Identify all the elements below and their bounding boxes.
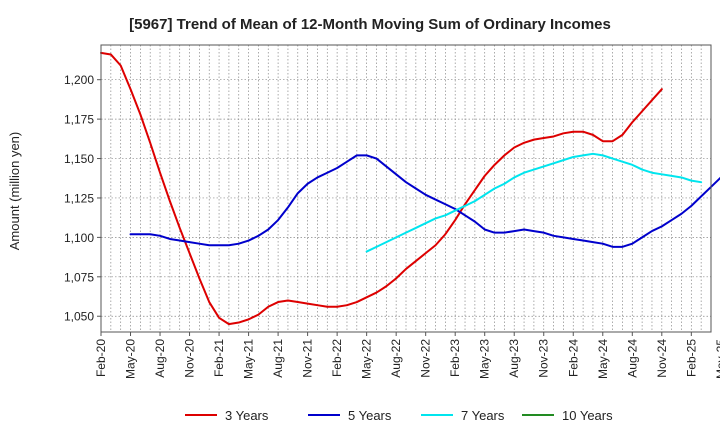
x-tick-label: May-22 xyxy=(360,339,374,379)
x-tick-label: Nov-21 xyxy=(301,339,315,378)
series-line-7-years xyxy=(365,152,703,253)
y-tick-label: 1,050 xyxy=(64,310,94,324)
x-tick-label: Aug-21 xyxy=(271,339,285,378)
legend-label-3-years: 3 Years xyxy=(225,408,269,423)
x-tick-label: May-21 xyxy=(242,339,256,379)
x-tick-label: Feb-25 xyxy=(684,339,698,377)
x-tick-label: Aug-20 xyxy=(153,339,167,378)
y-axis-ticks: 1,050 1,075 1,100 1,125 1,150 1,175 1,200 xyxy=(64,73,101,324)
legend-label-5-years: 5 Years xyxy=(348,408,392,423)
chart-title: [5967] Trend of Mean of 12-Month Moving … xyxy=(129,16,611,33)
series-line-3-years xyxy=(100,51,663,326)
x-axis-ticks: Feb-20 May-20 Aug-20 Nov-20 Feb-21 May-21 Aug-… xyxy=(94,332,720,379)
grid-layer xyxy=(101,45,711,332)
x-tick-label: May-20 xyxy=(124,339,138,379)
x-tick-label: Nov-24 xyxy=(655,339,669,378)
x-tick-label: May-25 xyxy=(714,339,720,379)
x-tick-label: May-24 xyxy=(596,339,610,379)
legend: 3 Years 5 Years 7 Years 10 Years xyxy=(185,408,613,423)
x-tick-label: Nov-22 xyxy=(419,339,433,378)
series-line-5-years xyxy=(129,154,720,248)
x-tick-label: Feb-20 xyxy=(94,339,108,377)
y-tick-label: 1,125 xyxy=(64,191,94,205)
x-tick-label: Aug-24 xyxy=(625,339,639,378)
x-tick-label: May-23 xyxy=(478,339,492,379)
legend-label-10-years: 10 Years xyxy=(562,408,613,423)
y-axis-label: Amount (million yen) xyxy=(7,132,22,251)
legend-label-7-years: 7 Years xyxy=(461,408,505,423)
plot-frame xyxy=(100,44,712,333)
x-tick-label: Feb-22 xyxy=(330,339,344,377)
x-tick-label: Nov-23 xyxy=(537,339,551,378)
y-tick-label: 1,100 xyxy=(64,231,94,245)
y-tick-label: 1,200 xyxy=(64,73,94,87)
x-tick-label: Aug-23 xyxy=(507,339,521,378)
x-tick-label: Aug-22 xyxy=(389,339,403,378)
y-tick-label: 1,150 xyxy=(64,152,94,166)
y-tick-label: 1,075 xyxy=(64,270,94,284)
series-layer xyxy=(100,51,720,326)
y-tick-label: 1,175 xyxy=(64,113,94,127)
x-tick-label: Nov-20 xyxy=(183,339,197,378)
x-tick-label: Feb-24 xyxy=(566,339,580,377)
x-tick-label: Feb-23 xyxy=(448,339,462,377)
x-tick-label: Feb-21 xyxy=(212,339,226,377)
